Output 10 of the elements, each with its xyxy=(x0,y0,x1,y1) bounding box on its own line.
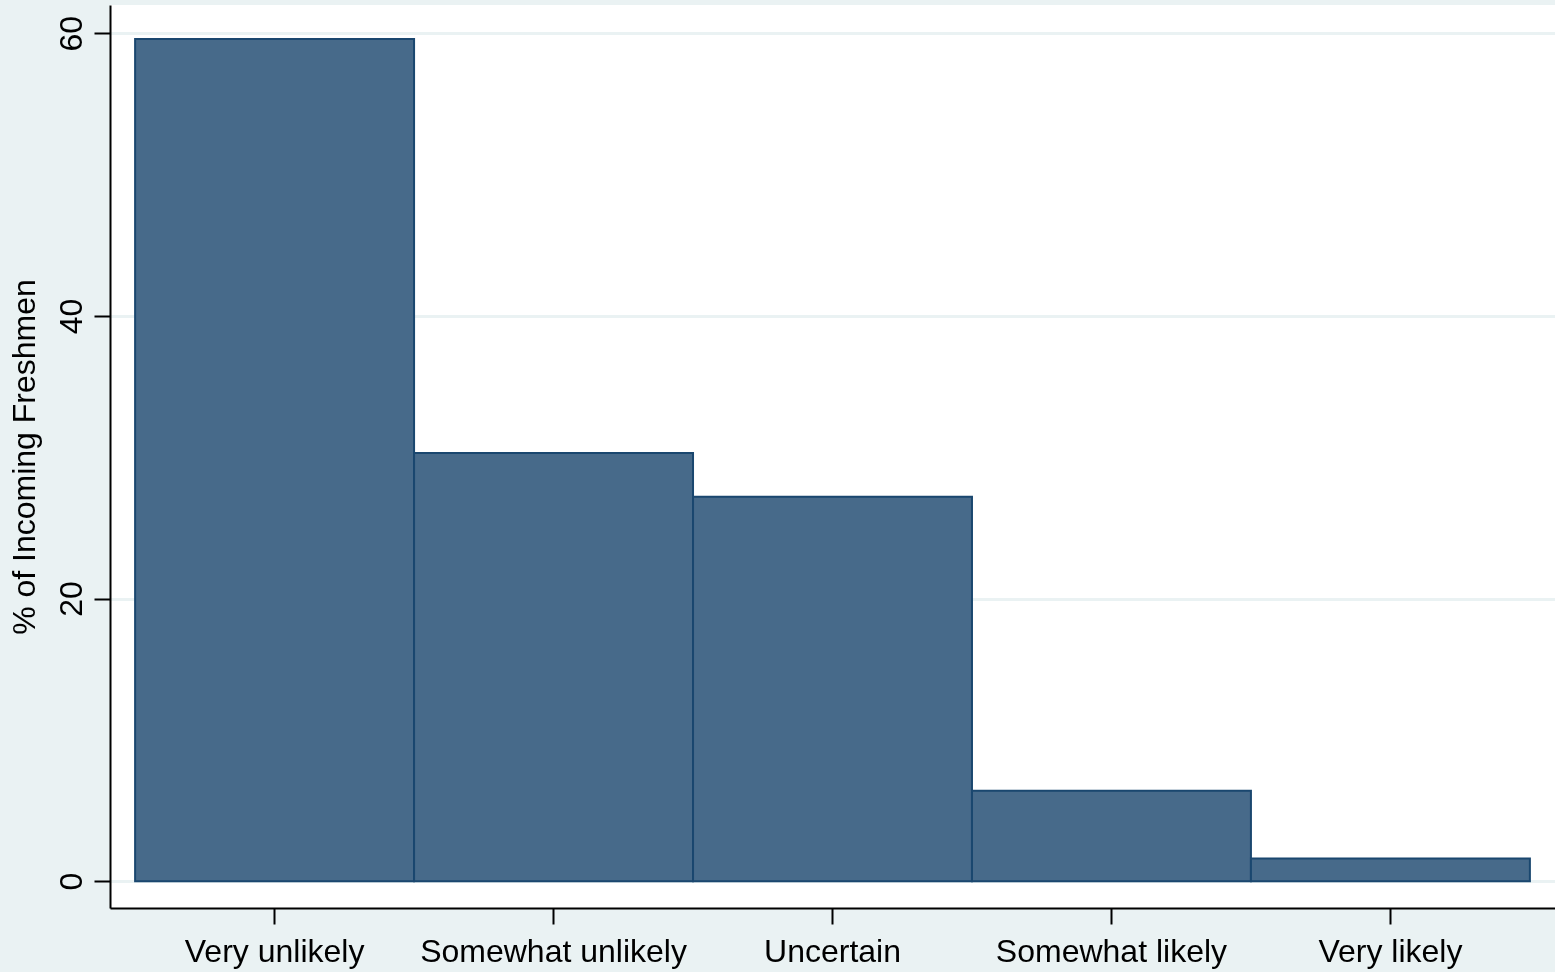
y-tick-label: 0 xyxy=(52,872,89,891)
x-tick-label: Somewhat unlikely xyxy=(420,932,687,969)
x-tick-label: Very likely xyxy=(1318,932,1463,969)
x-tick-label: Very unlikely xyxy=(184,932,365,969)
y-tick-label: 20 xyxy=(52,581,89,617)
y-tick-label: 60 xyxy=(52,15,89,52)
x-tick-label: Uncertain xyxy=(764,932,901,969)
y-axis-title: % of Incoming Freshmen xyxy=(5,279,42,635)
x-tick-label: Somewhat likely xyxy=(995,932,1228,969)
y-tick-label: 40 xyxy=(52,298,89,335)
